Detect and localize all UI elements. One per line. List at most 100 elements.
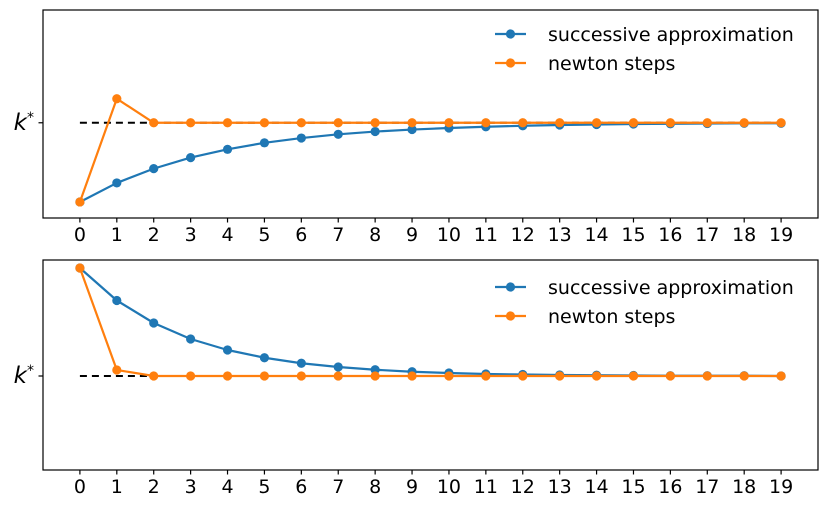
series-line-newton-steps: [78, 97, 782, 203]
data-point-successive-approximation: [112, 178, 122, 188]
x-tick-label: 8: [369, 224, 381, 246]
data-point-successive-approximation: [149, 318, 159, 328]
x-tick-label: 2: [148, 476, 160, 498]
data-point-newton-steps: [370, 118, 380, 128]
x-tick-label: 15: [621, 224, 645, 246]
data-point-newton-steps: [518, 118, 528, 128]
data-point-successive-approximation: [407, 124, 417, 135]
x-tick-label: 11: [474, 476, 498, 498]
bottom-chart: 0 1 2 3 4 5 6 7 8 9 10 11 12 13 14 15 16 17 18 19k*successi…: [14, 259, 819, 498]
legend-swatch-dot: [505, 282, 516, 292]
x-tick-label: 18: [732, 476, 756, 498]
data-point-newton-steps: [296, 371, 306, 381]
data-point-newton-steps: [628, 118, 639, 128]
x-tick-label: 16: [658, 224, 682, 246]
data-point-newton-steps: [407, 118, 417, 128]
data-point-newton-steps: [481, 371, 491, 381]
x-tick-label: 19: [769, 476, 793, 498]
data-point-successive-approximation: [296, 133, 306, 143]
data-point-newton-steps: [370, 371, 380, 381]
legend-label: successive approximation: [548, 24, 794, 46]
legend-label: newton steps: [548, 53, 675, 75]
data-point-newton-steps: [222, 118, 233, 128]
x-tick-label: 15: [621, 476, 645, 498]
legend-swatch-dot: [505, 311, 516, 321]
data-point-newton-steps: [333, 118, 343, 128]
data-point-newton-steps: [259, 371, 270, 381]
x-tick-label: 1: [111, 476, 123, 498]
data-point-successive-approximation: [222, 345, 233, 355]
x-tick-label: 14: [584, 224, 608, 246]
data-point-newton-steps: [555, 118, 565, 128]
data-point-newton-steps: [222, 371, 233, 381]
data-point-newton-steps: [407, 371, 417, 381]
x-tick-label: 5: [258, 476, 270, 498]
legend-label: newton steps: [548, 306, 675, 328]
data-point-successive-approximation: [259, 138, 270, 148]
data-point-newton-steps: [149, 118, 159, 128]
data-point-newton-steps: [112, 94, 122, 104]
data-point-newton-steps: [481, 118, 491, 128]
data-point-newton-steps: [591, 371, 602, 381]
x-tick-label: 2: [148, 224, 160, 246]
x-tick-label: 19: [769, 224, 793, 246]
data-point-newton-steps: [702, 371, 712, 381]
legend: successive approximation newton steps: [495, 277, 794, 328]
axes-border: [42, 259, 819, 471]
data-point-successive-approximation: [296, 358, 306, 368]
data-point-newton-steps: [702, 118, 712, 128]
legend-swatch-dot: [505, 58, 516, 68]
y-axis-label-k-star: k*: [14, 110, 34, 136]
x-tick-label: 7: [332, 224, 344, 246]
x-tick-label: 13: [548, 224, 572, 246]
data-point-successive-approximation: [186, 153, 196, 163]
x-tick-label: 16: [658, 476, 682, 498]
series-line-successive-approximation: [79, 122, 782, 203]
x-tick-label: 4: [221, 476, 233, 498]
data-point-newton-steps: [591, 118, 602, 128]
data-point-successive-approximation: [222, 144, 233, 154]
data-point-newton-steps: [665, 118, 675, 128]
data-point-successive-approximation: [112, 295, 122, 306]
data-point-newton-steps: [149, 371, 159, 381]
legend-label: successive approximation: [548, 277, 794, 299]
data-point-newton-steps: [555, 371, 565, 381]
data-point-newton-steps: [776, 118, 786, 128]
x-tick-label: 11: [474, 224, 498, 246]
data-point-newton-steps: [112, 365, 122, 375]
legend: successive approximation newton steps: [495, 24, 794, 75]
legend-swatch-dot: [505, 29, 516, 39]
data-point-successive-approximation: [149, 164, 159, 174]
x-tick-label: 4: [221, 224, 233, 246]
data-point-newton-steps: [333, 371, 343, 381]
data-point-newton-steps: [739, 371, 749, 381]
x-tick-label: 10: [437, 476, 461, 498]
x-tick-label: 5: [258, 224, 270, 246]
x-tick-label: 9: [406, 224, 418, 246]
data-point-newton-steps: [739, 118, 749, 128]
data-point-newton-steps: [444, 118, 454, 128]
data-point-newton-steps: [186, 371, 196, 381]
data-point-newton-steps: [628, 371, 639, 381]
top-chart: 0 1 2 3 4 5 6 7 8 9 10 11 12 13 14 15 16 17 18 19k*successi…: [14, 9, 819, 246]
x-tick-label: 9: [406, 476, 418, 498]
data-point-successive-approximation: [186, 334, 196, 344]
data-point-newton-steps: [665, 371, 675, 381]
x-tick-label: 6: [295, 224, 307, 246]
x-tick-label: 14: [584, 476, 608, 498]
x-tick-label: 0: [74, 476, 86, 498]
x-tick-label: 12: [511, 224, 535, 246]
y-axis-label-k-star: k*: [14, 363, 34, 389]
x-tick-label: 7: [332, 476, 344, 498]
series-line-newton-steps: [78, 267, 782, 378]
x-tick-label: 18: [732, 224, 756, 246]
axes-border: [42, 9, 819, 219]
data-point-successive-approximation: [370, 126, 380, 137]
x-tick-label: 6: [295, 476, 307, 498]
x-tick-label: 1: [111, 224, 123, 246]
x-tick-label: 3: [185, 476, 197, 498]
data-point-successive-approximation: [333, 362, 343, 372]
x-tick-label: 13: [548, 476, 572, 498]
data-point-newton-steps: [75, 263, 85, 273]
